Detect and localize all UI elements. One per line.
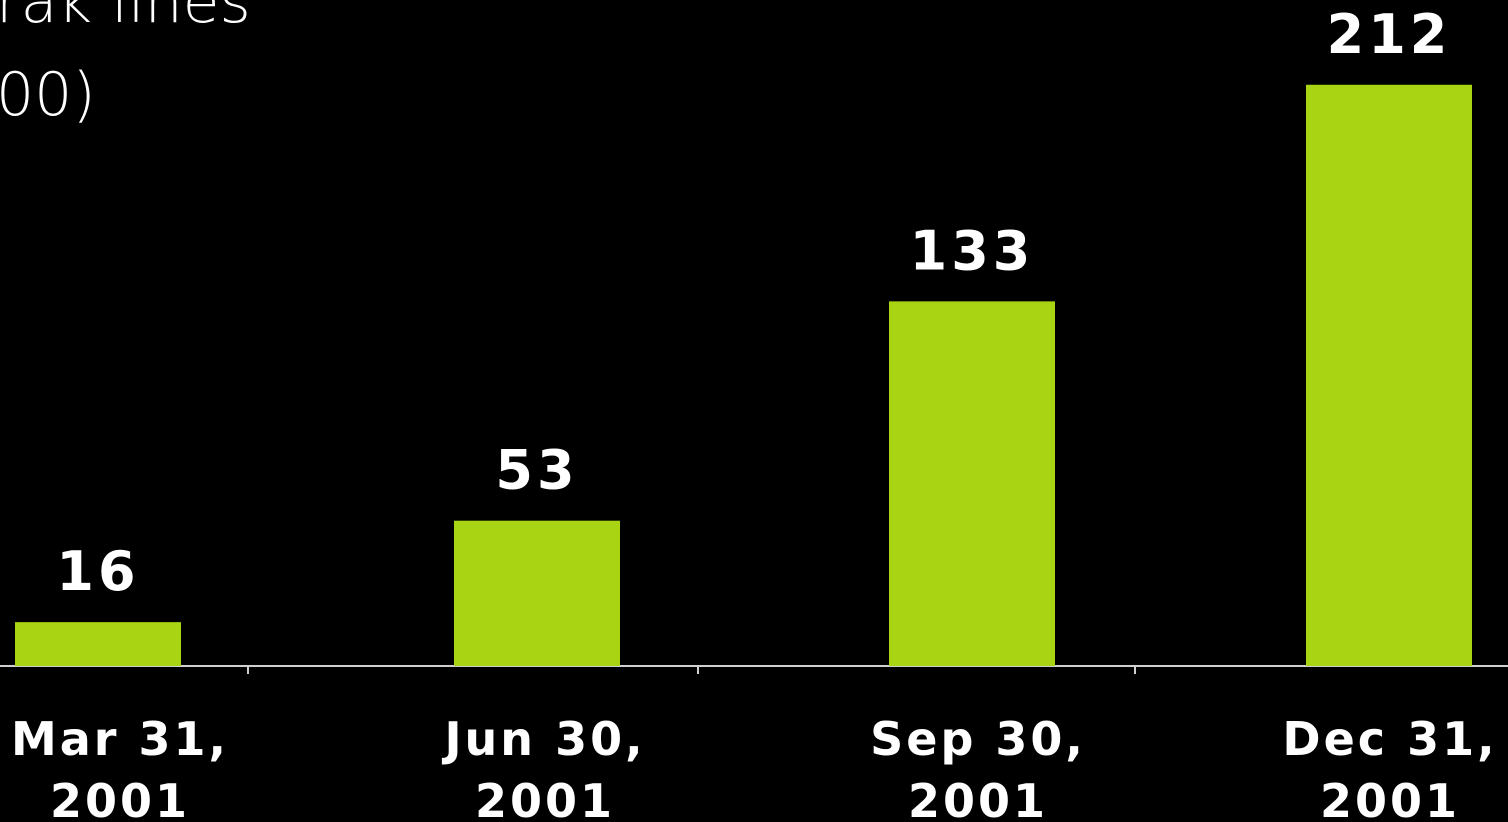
bar xyxy=(15,622,181,666)
bar xyxy=(454,520,620,666)
data-label: 212 xyxy=(1327,3,1452,66)
x-tick-label: 2001 xyxy=(475,774,615,822)
data-label: 53 xyxy=(495,439,578,502)
chart-title-line: 00) xyxy=(0,60,96,130)
data-label: 16 xyxy=(56,540,139,603)
bar xyxy=(889,301,1055,666)
data-label: 133 xyxy=(910,219,1035,282)
x-tick-label: 2001 xyxy=(1320,774,1460,822)
x-tick-label: Dec 31, xyxy=(1282,712,1497,766)
chart-title-line: rak lines xyxy=(0,0,251,37)
x-tick-label: 2001 xyxy=(50,774,190,822)
bar xyxy=(1306,84,1472,667)
x-tick-label: 2001 xyxy=(908,774,1048,822)
x-tick-label: Sep 30, xyxy=(870,712,1086,766)
x-tick-label: Jun 30, xyxy=(441,712,645,766)
x-tick-label: Mar 31, xyxy=(11,712,229,766)
